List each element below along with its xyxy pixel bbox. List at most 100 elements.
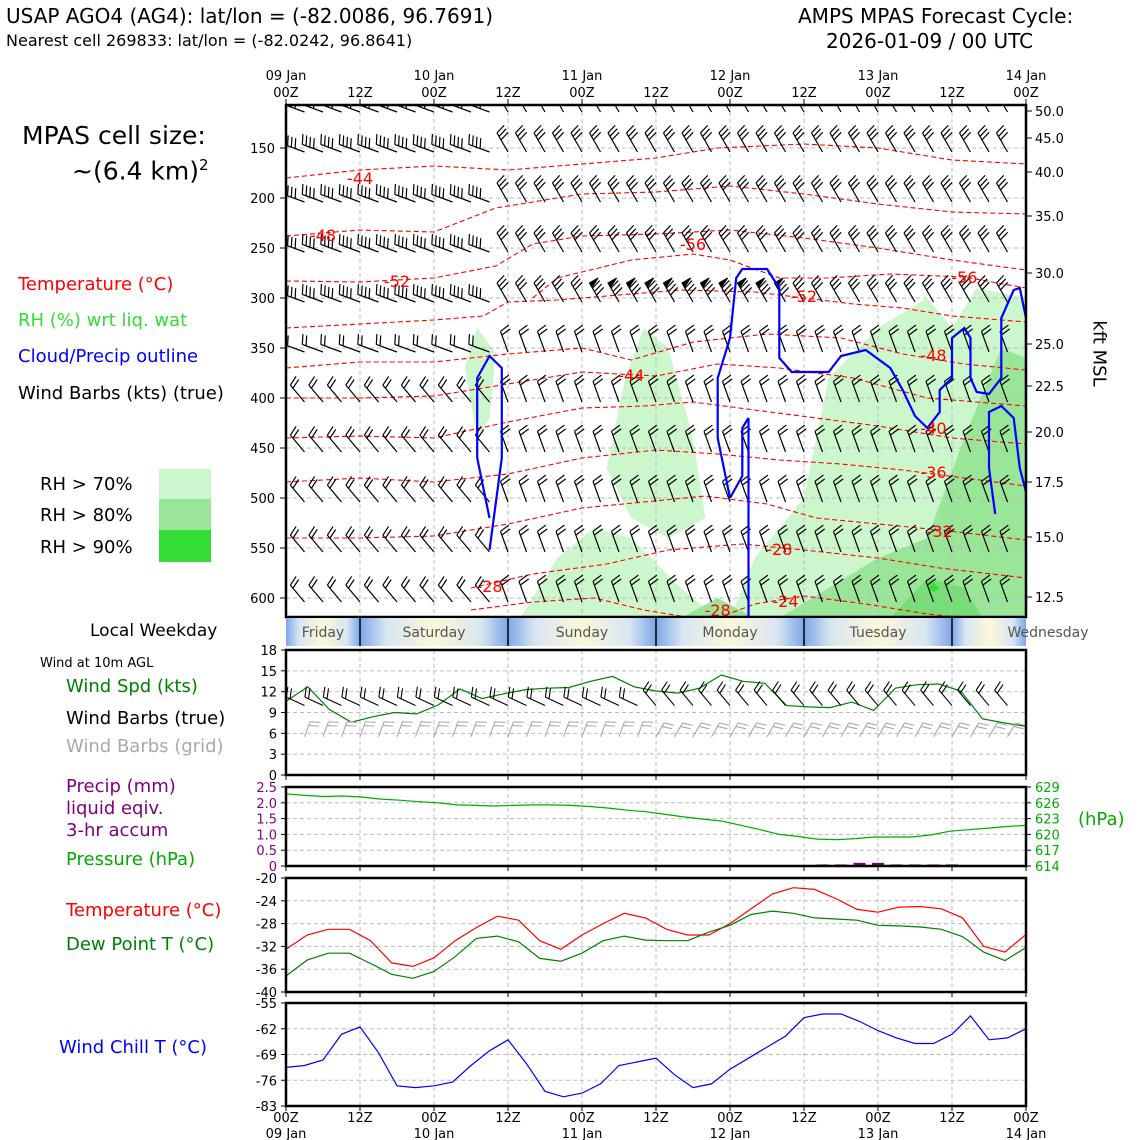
- upper-wind-barb: [400, 476, 408, 486]
- upper-wind-barb: [498, 178, 507, 187]
- upper-wind-barb: [684, 381, 694, 403]
- upper-wind-barb: [755, 232, 768, 253]
- upper-wind-barb: [815, 428, 826, 436]
- pressure-tick-label: 629: [1035, 781, 1060, 796]
- upper-wind-barb: [889, 428, 900, 436]
- surface-wind-barb-true: [883, 681, 890, 691]
- upper-wind-barb: [1000, 578, 1011, 586]
- upper-wind-barb: [996, 174, 1005, 184]
- surface-wind-barb-grid: [512, 724, 523, 727]
- surface-wind-barb-true: [415, 696, 435, 707]
- upper-wind-barb: [940, 174, 949, 184]
- upper-wind-barb: [977, 124, 986, 134]
- upper-wind-barb: [387, 288, 389, 299]
- upper-wind-barb: [289, 526, 297, 536]
- upper-wind-barb: [474, 534, 490, 553]
- surface-wind-barb-true: [452, 686, 455, 698]
- upper-wind-barb: [292, 429, 300, 439]
- upper-wind-barb: [667, 428, 678, 436]
- upper-wind-barb: [940, 224, 949, 234]
- surface-wind-barb-grid: [692, 722, 702, 738]
- surface-wind-barb-true: [827, 681, 835, 691]
- upper-wind-barb: [519, 478, 530, 486]
- upper-wind-barb: [612, 428, 622, 436]
- upper-wind-barb: [942, 228, 951, 237]
- upper-wind-barb: [570, 232, 583, 253]
- surface-wind-barb-true: [753, 681, 761, 691]
- upper-wind-barb: [400, 584, 416, 603]
- upper-wind-barb: [685, 474, 695, 482]
- upper-wind-barb: [575, 428, 585, 436]
- x-top-hour-label: 00Z: [865, 86, 891, 101]
- surface-wind-barb-grid: [978, 722, 989, 726]
- upper-wind-barb: [588, 277, 599, 289]
- upper-wind-barb: [977, 182, 990, 203]
- upper-wind-barb: [796, 524, 806, 532]
- upper-wind-barb: [758, 431, 768, 453]
- upper-wind-barb: [813, 128, 822, 137]
- upper-wind-barb: [302, 293, 324, 303]
- upper-wind-barb: [629, 524, 639, 532]
- upper-wind-barb: [310, 479, 318, 489]
- surface-wind-barb-grid: [623, 724, 634, 727]
- upper-wind-barb: [496, 232, 509, 253]
- upper-wind-barb: [723, 478, 733, 486]
- surface-wind-barb-true: [585, 688, 589, 699]
- upper-wind-barb: [907, 131, 916, 141]
- upper-wind-barb: [461, 238, 463, 249]
- surface-wind-barb-grid: [996, 722, 1008, 726]
- upper-wind-barb: [686, 428, 696, 436]
- panel-frame: [284, 785, 1028, 868]
- upper-wind-barb: [662, 277, 673, 289]
- upper-wind-barb: [699, 277, 710, 289]
- upper-wind-barb: [382, 534, 398, 553]
- upper-wind-barb: [593, 428, 604, 436]
- upper-wind-barb: [888, 474, 898, 482]
- upper-wind-barb: [338, 134, 341, 145]
- upper-wind-barb: [421, 479, 429, 489]
- upper-wind-barb: [400, 376, 408, 386]
- upper-wind-barb: [345, 434, 361, 453]
- upper-wind-barb: [382, 484, 398, 503]
- upper-wind-barb: [925, 524, 935, 532]
- cloud-outline-segment: [716, 267, 1026, 499]
- upper-wind-barb: [852, 181, 861, 191]
- upper-wind-barb: [704, 428, 715, 436]
- nearest-cell-text: Nearest cell 269833: lat/lon = (-82.0242…: [6, 31, 413, 50]
- upper-wind-barb: [944, 131, 953, 141]
- upper-wind-barb: [866, 232, 879, 253]
- upper-wind-barb: [792, 124, 801, 134]
- upper-wind-barb: [313, 188, 315, 199]
- upper-wind-barb: [631, 283, 640, 293]
- upper-wind-barb: [759, 424, 769, 432]
- upper-wind-barb: [926, 181, 935, 191]
- upper-wind-barb: [405, 105, 407, 109]
- x-top-date-label: 14 Jan: [1006, 69, 1047, 84]
- upper-wind-barb: [357, 334, 360, 345]
- upper-wind-barb: [866, 282, 879, 303]
- upper-wind-barb: [777, 481, 787, 503]
- upper-wind-barb: [593, 131, 602, 141]
- upper-wind-barb: [305, 335, 308, 346]
- upper-wind-barb: [995, 132, 1009, 153]
- upper-wind-barb: [331, 188, 334, 199]
- upper-wind-barb: [517, 228, 526, 237]
- upper-wind-barb: [329, 529, 337, 539]
- weekday-name: Sunday: [556, 625, 608, 641]
- upper-wind-barb: [871, 578, 881, 586]
- weekday-band: [508, 618, 656, 646]
- upper-wind-barb: [519, 281, 528, 291]
- upper-wind-barb: [759, 181, 768, 191]
- upper-wind-barb: [796, 281, 805, 291]
- upper-wind-barb: [475, 286, 478, 298]
- upper-wind-barb: [742, 283, 751, 293]
- upper-wind-barb: [998, 178, 1007, 187]
- weekday-band: [656, 618, 804, 646]
- upper-wind-barb: [570, 124, 579, 134]
- upper-wind-barb: [797, 578, 807, 586]
- upper-wind-barb: [648, 524, 658, 532]
- upper-wind-barb: [556, 328, 567, 336]
- upper-wind-barb: [342, 135, 345, 146]
- surface-wind-barb-true: [344, 688, 348, 699]
- upper-wind-barb: [834, 428, 844, 436]
